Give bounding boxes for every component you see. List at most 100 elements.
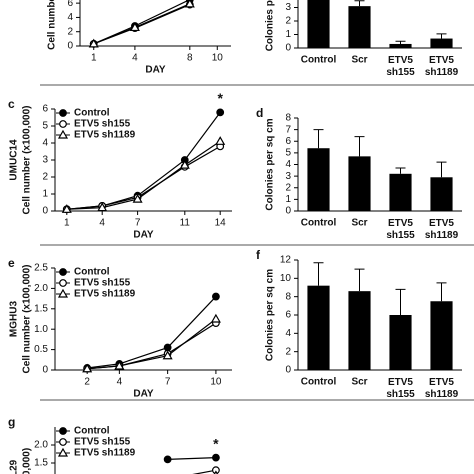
error-bar <box>395 40 406 44</box>
panel-label: f <box>256 248 261 262</box>
error-bar <box>436 282 447 302</box>
x-tick-label: Scr <box>351 377 367 388</box>
y-tick-label: 2 <box>42 172 48 183</box>
bar <box>348 6 371 48</box>
x-tick-label: Scr <box>351 218 367 229</box>
cell-line-label: AL29 <box>9 459 20 474</box>
bar <box>307 148 330 211</box>
line <box>87 322 217 370</box>
x-tick-label: 1 <box>64 218 70 229</box>
legend-label: ETV5 sh155 <box>74 437 131 448</box>
x-tick-label: 4 <box>117 377 123 388</box>
bar <box>307 285 330 370</box>
y-axis-label: Cell number (x100,000) <box>22 265 33 374</box>
legend-label: Control <box>74 108 110 119</box>
x-axis-label: DAY <box>133 230 154 241</box>
error-bar <box>395 167 406 174</box>
marker <box>59 268 67 276</box>
marker <box>57 129 69 139</box>
marker <box>212 453 220 462</box>
marker <box>184 0 195 8</box>
y-tick-label: 4 <box>285 328 291 339</box>
y-tick-label: 0 <box>42 365 48 376</box>
x-tick-label: ETV5 sh1189 <box>425 218 459 241</box>
bar <box>389 315 412 370</box>
panel-label: g <box>8 415 15 429</box>
y-axis-label: Colonies per sq cm <box>265 269 276 361</box>
legend-label: Control <box>74 267 110 278</box>
marker <box>57 447 69 457</box>
y-tick-label: 2.0 <box>34 283 48 294</box>
marker <box>57 288 69 298</box>
bar <box>430 301 453 370</box>
line <box>167 457 216 460</box>
y-tick-label: 0 <box>285 43 291 54</box>
marker <box>210 313 221 323</box>
x-axis-label: DAY <box>133 389 154 400</box>
y-tick-label: 0 <box>285 365 291 376</box>
legend-label: Control <box>74 426 110 437</box>
marker <box>88 38 99 48</box>
marker <box>179 159 190 169</box>
y-tick-label: 0 <box>67 41 73 52</box>
line <box>66 140 221 210</box>
error-bar <box>313 129 324 149</box>
y-tick-label: 1.0 <box>34 324 48 335</box>
bar <box>307 0 330 48</box>
x-tick-label: ETV5 sh155 <box>386 55 415 78</box>
marker <box>213 470 218 474</box>
panel-label: c <box>8 97 15 111</box>
x-tick-label: 4 <box>132 53 138 64</box>
x-tick-label: ETV5 sh155 <box>386 377 415 400</box>
marker <box>163 455 172 464</box>
x-tick-label: ETV5 sh155 <box>386 218 415 241</box>
y-axis-label: Colonies per sq cm <box>265 118 276 210</box>
x-tick-label: 7 <box>165 377 171 388</box>
y-tick-label: 8 <box>285 291 291 302</box>
bar <box>430 177 453 211</box>
error-bar <box>354 136 365 157</box>
error-bar <box>313 262 324 286</box>
marker <box>59 279 67 287</box>
line <box>93 0 191 45</box>
bar <box>348 156 371 211</box>
x-tick-label: ETV5 sh1189 <box>425 377 459 400</box>
legend-label: ETV5 sh155 <box>74 278 131 289</box>
marker <box>97 202 108 212</box>
legend-label: ETV5 sh1189 <box>74 448 136 459</box>
line <box>66 145 221 210</box>
marker <box>114 360 125 370</box>
error-bar <box>354 0 365 7</box>
cell-line-label: UMUC14 <box>9 139 20 181</box>
bar <box>389 173 412 211</box>
y-tick-label: 6 <box>42 104 48 115</box>
x-tick-label: 2 <box>84 377 90 388</box>
y-tick-label: 4 <box>285 159 291 170</box>
legend-label: ETV5 sh1189 <box>74 289 136 300</box>
x-tick-label: 4 <box>99 218 105 229</box>
y-tick-label: 6 <box>285 310 291 321</box>
x-tick-label: Scr <box>351 55 367 66</box>
y-tick-label: 0.5 <box>34 344 48 355</box>
bar <box>348 291 371 370</box>
y-tick-label: 0 <box>42 206 48 217</box>
y-tick-label: 2.0 <box>34 440 48 451</box>
y-tick-label: 2 <box>67 26 73 37</box>
y-tick-label: 10 <box>280 273 292 284</box>
marker <box>61 204 72 213</box>
panel-label: d <box>256 106 263 120</box>
y-tick-label: 1.5 <box>34 458 48 469</box>
y-tick-label: 5 <box>42 121 48 132</box>
x-tick-label: 10 <box>210 377 222 388</box>
marker <box>59 109 67 117</box>
marker <box>162 350 173 360</box>
marker <box>129 22 140 32</box>
x-tick-label: 1 <box>91 53 97 64</box>
error-bar <box>436 161 447 178</box>
x-tick-label: 14 <box>215 218 227 229</box>
line <box>192 469 217 474</box>
marker <box>59 438 67 446</box>
y-tick-label: 3 <box>42 155 48 166</box>
bar <box>389 43 412 48</box>
